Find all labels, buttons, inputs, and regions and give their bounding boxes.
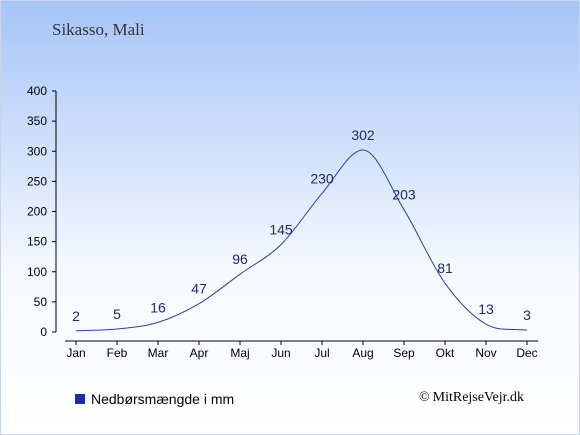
y-tick-label: 250 <box>27 174 47 188</box>
legend-label: Nedbørsmængde i mm <box>91 391 235 407</box>
data-label: 3 <box>523 307 531 323</box>
x-tick-label: Nov <box>475 346 496 360</box>
data-label: 13 <box>478 301 494 317</box>
data-labels: 2 5 16 47 96 145 230 302 203 81 13 3 <box>72 127 531 324</box>
data-label: 2 <box>72 308 80 324</box>
y-axis: 0 50 100 150 200 250 300 350 400 <box>27 84 57 339</box>
precipitation-line <box>75 149 528 332</box>
data-label: 16 <box>150 299 166 315</box>
x-tick-label: Jun <box>271 346 290 360</box>
data-label: 145 <box>269 222 293 238</box>
legend-swatch <box>75 394 85 404</box>
x-tick-label: Jul <box>314 346 329 360</box>
x-tick-label: Aug <box>352 346 373 360</box>
copyright-site: MitRejseVejr.dk <box>432 390 525 405</box>
x-tick-label: Apr <box>190 346 209 360</box>
legend: Nedbørsmængde i mm <box>75 391 234 407</box>
y-tick-label: 50 <box>34 295 48 309</box>
y-tick-label: 150 <box>27 235 47 249</box>
copyright-icon: © <box>419 390 430 405</box>
y-tick-label: 400 <box>27 84 47 98</box>
x-tick-label: Dec <box>516 346 537 360</box>
data-label: 302 <box>351 127 375 143</box>
data-label: 96 <box>232 251 248 267</box>
x-axis: Jan Feb Mar Apr Maj Jun Jul Aug Sep Okt Nov Dec <box>65 340 538 360</box>
x-tick-label: Maj <box>230 346 249 360</box>
data-label: 230 <box>310 170 334 186</box>
data-label: 5 <box>113 306 121 322</box>
x-tick-label: Jan <box>66 346 85 360</box>
y-tick-label: 350 <box>27 114 47 128</box>
x-tick-label: Sep <box>393 346 415 360</box>
x-tick-label: Feb <box>107 346 128 360</box>
x-tick-label: Mar <box>148 346 169 360</box>
data-label: 81 <box>437 260 453 276</box>
y-tick-label: 100 <box>27 265 47 279</box>
y-tick-label: 300 <box>27 144 47 158</box>
y-tick-label: 200 <box>27 205 47 219</box>
data-label: 203 <box>392 187 416 203</box>
location-title: Sikasso, Mali <box>52 20 145 39</box>
data-label: 47 <box>191 281 207 297</box>
y-tick-label: 0 <box>40 325 47 339</box>
copyright: © MitRejseVejr.dk <box>419 390 524 406</box>
x-tick-label: Okt <box>436 346 455 360</box>
